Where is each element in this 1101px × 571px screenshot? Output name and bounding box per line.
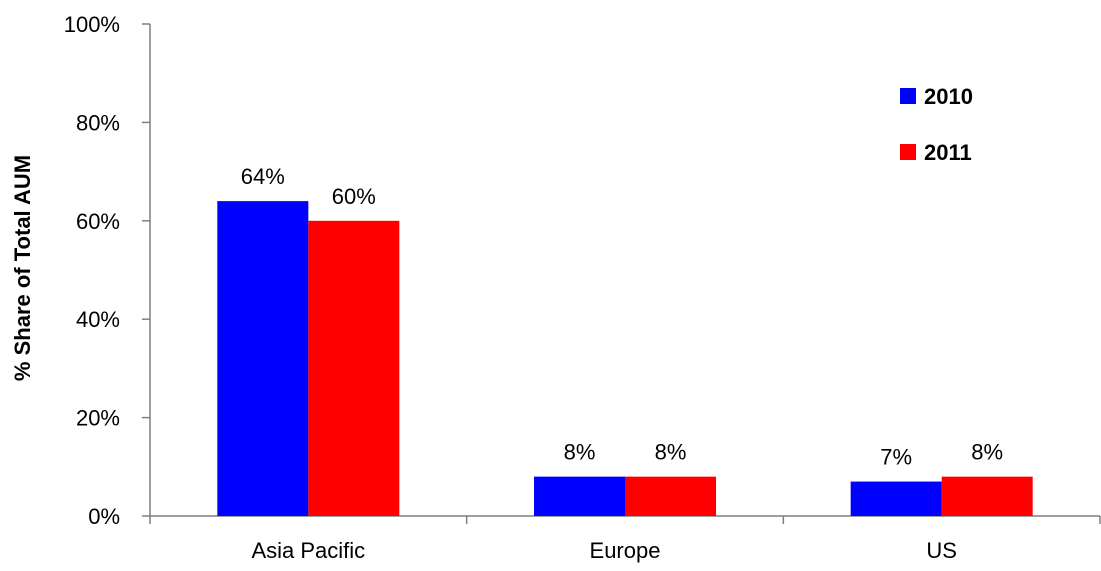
bar-2011-europe [625,476,716,516]
y-tick-label: 40% [76,307,120,332]
data-label: 7% [880,445,912,470]
bar-2011-us [941,476,1033,516]
bars [217,201,1033,517]
data-label: 64% [241,164,285,189]
y-tick-label: 100% [64,12,120,37]
bar-2010-europe [534,476,625,516]
data-label: 60% [332,184,376,209]
axes: 0% 20% 40% 60% 80% 100% Asia Pacific Europe US [64,12,1101,563]
bar-2011-asia-pacific [308,220,400,517]
legend-label-2011: 2011 [924,140,972,165]
data-label: 8% [655,440,687,465]
x-tick-label: Asia Pacific [251,538,365,563]
bar-2010-asia-pacific [217,201,309,516]
y-tick-label: 60% [76,209,120,234]
legend-swatch-2011 [900,144,916,160]
y-tick-label: 0% [88,504,120,529]
legend-swatch-2010 [900,88,916,104]
legend: 2010 2011 [900,84,973,165]
y-axis-label: % Share of Total AUM [10,155,35,381]
data-label: 8% [971,440,1003,465]
y-tick-label: 20% [76,406,120,431]
bar-2010-us [850,481,942,516]
x-tick-label: Europe [590,538,661,563]
x-tick-label: US [926,538,957,563]
data-label: 8% [564,440,596,465]
data-labels: 64% 60% 8% 8% 7% 8% [241,164,1003,469]
y-tick-label: 80% [76,110,120,135]
legend-label-2010: 2010 [924,84,973,109]
